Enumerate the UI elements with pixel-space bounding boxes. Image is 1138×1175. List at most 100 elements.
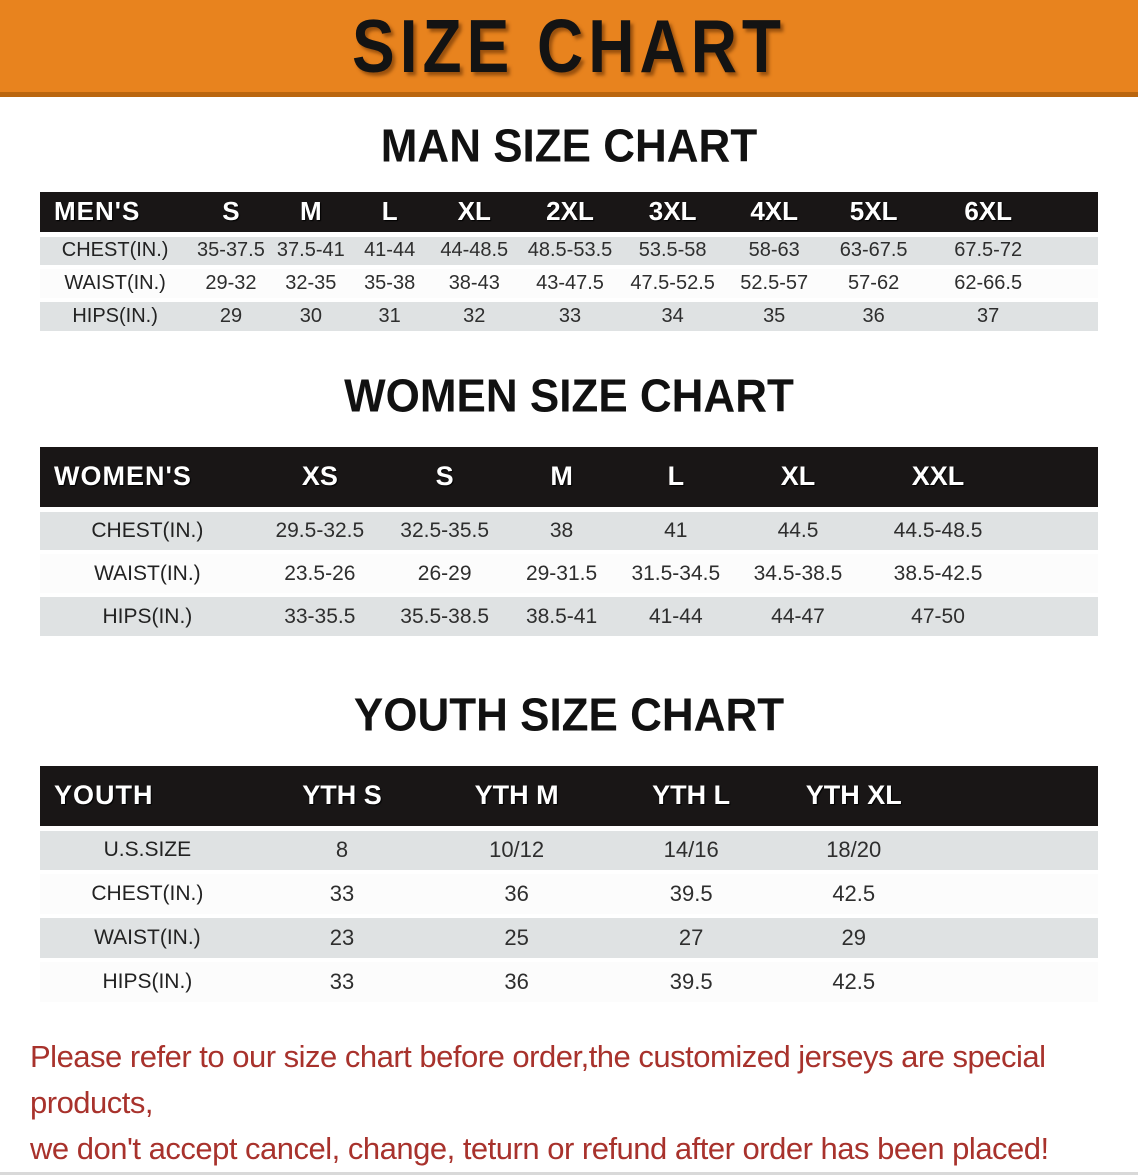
- size-value: 33-35.5: [254, 595, 385, 640]
- size-value: 23: [254, 916, 430, 962]
- size-value: 33: [254, 960, 430, 1006]
- youth-table-label: YOUTH: [40, 766, 255, 831]
- mens-table-label: MEN'S: [40, 192, 191, 237]
- size-value: 23.5-26: [254, 552, 385, 597]
- row-label: WAIST(IN.): [40, 552, 255, 597]
- size-value: 29: [778, 916, 1098, 962]
- chest-row: CHEST(IN.) 35-37.5 37.5-41 41-44 44-48.5…: [40, 234, 1098, 269]
- size-value: 41-44: [618, 595, 733, 640]
- size-col-header: M: [504, 447, 619, 512]
- size-col-header: YTH S: [254, 766, 430, 831]
- size-col-header: 6XL: [923, 192, 1098, 237]
- womens-table-label: WOMEN'S: [40, 447, 255, 512]
- size-value: 47.5-52.5: [620, 267, 725, 302]
- size-col-header: M: [271, 192, 350, 237]
- size-value: 32-35: [271, 267, 350, 302]
- size-value: 41: [618, 509, 733, 554]
- us-size-row: U.S.SIZE 8 10/12 14/16 18/20: [40, 828, 1098, 874]
- size-value: 35: [724, 300, 824, 335]
- size-value: 31.5-34.5: [618, 552, 733, 597]
- size-col-header: S: [190, 192, 272, 237]
- size-value: 44-47: [732, 595, 864, 640]
- size-value: 37: [923, 300, 1098, 335]
- size-value: 62-66.5: [923, 267, 1098, 302]
- waist-row: WAIST(IN.) 23 25 27 29: [40, 916, 1098, 962]
- size-value: 44.5-48.5: [863, 509, 1098, 554]
- mens-header-row: MEN'S S M L XL 2XL 3XL 4XL 5XL 6XL: [40, 192, 1098, 237]
- footer-note: Please refer to our size chart before or…: [0, 1034, 1138, 1172]
- size-chart-content: MAN SIZE CHART MEN'S S M L XL 2XL 3XL 4X…: [0, 123, 1138, 1006]
- waist-row: WAIST(IN.) 29-32 32-35 35-38 38-43 43-47…: [40, 267, 1098, 302]
- row-label: HIPS(IN.): [40, 300, 191, 335]
- waist-row: WAIST(IN.) 23.5-26 26-29 29-31.5 31.5-34…: [40, 552, 1098, 597]
- size-value: 44-48.5: [429, 234, 520, 269]
- row-label: WAIST(IN.): [40, 267, 191, 302]
- size-value: 47-50: [863, 595, 1098, 640]
- footer-note-line-1: Please refer to our size chart before or…: [30, 1039, 1046, 1120]
- chest-row: CHEST(IN.) 29.5-32.5 32.5-35.5 38 41 44.…: [40, 509, 1098, 554]
- row-label: U.S.SIZE: [40, 828, 255, 874]
- size-value: 36: [429, 960, 604, 1006]
- size-value: 33: [519, 300, 621, 335]
- size-col-header: 3XL: [620, 192, 725, 237]
- size-value: 57-62: [823, 267, 924, 302]
- size-value: 35-38: [349, 267, 430, 302]
- size-value: 38: [504, 509, 619, 554]
- size-value: 33: [254, 872, 430, 918]
- size-col-header: L: [618, 447, 733, 512]
- youth-size-chart-heading: YOUTH SIZE CHART: [353, 689, 785, 742]
- size-col-header: S: [384, 447, 505, 512]
- size-value: 38.5-41: [504, 595, 619, 640]
- womens-size-table: WOMEN'S XS S M L XL XXL CHEST(IN.) 29.5-…: [40, 447, 1098, 640]
- size-value: 52.5-57: [724, 267, 824, 302]
- size-value: 42.5: [778, 960, 1098, 1006]
- size-value: 63-67.5: [823, 234, 924, 269]
- chest-row: CHEST(IN.) 33 36 39.5 42.5: [40, 872, 1098, 918]
- size-col-header: YTH L: [603, 766, 779, 831]
- size-value: 29-32: [190, 267, 272, 302]
- row-label: HIPS(IN.): [40, 960, 255, 1006]
- row-label: HIPS(IN.): [40, 595, 255, 640]
- row-label: CHEST(IN.): [40, 509, 255, 554]
- size-col-header: 5XL: [823, 192, 924, 237]
- size-value: 38.5-42.5: [863, 552, 1098, 597]
- size-value: 67.5-72: [923, 234, 1098, 269]
- womens-header-row: WOMEN'S XS S M L XL XXL: [40, 447, 1098, 512]
- size-value: 34: [620, 300, 725, 335]
- size-value: 30: [271, 300, 350, 335]
- size-col-header: 4XL: [724, 192, 824, 237]
- size-value: 31: [349, 300, 430, 335]
- row-label: CHEST(IN.): [40, 234, 191, 269]
- banner-title: SIZE CHART: [352, 3, 786, 89]
- size-value: 8: [254, 828, 430, 874]
- size-value: 32.5-35.5: [384, 509, 505, 554]
- size-value: 58-63: [724, 234, 824, 269]
- size-col-header: YTH M: [429, 766, 604, 831]
- size-col-header: YTH XL: [778, 766, 1098, 831]
- size-value: 53.5-58: [620, 234, 725, 269]
- size-value: 29: [190, 300, 272, 335]
- hips-row: HIPS(IN.) 33-35.5 35.5-38.5 38.5-41 41-4…: [40, 595, 1098, 640]
- women-size-chart-heading: WOMEN SIZE CHART: [344, 370, 794, 423]
- size-value: 26-29: [384, 552, 505, 597]
- size-value: 35-37.5: [190, 234, 272, 269]
- size-value: 29.5-32.5: [254, 509, 385, 554]
- row-label: WAIST(IN.): [40, 916, 255, 962]
- size-value: 27: [603, 916, 779, 962]
- size-value: 36: [429, 872, 604, 918]
- size-value: 36: [823, 300, 924, 335]
- mens-size-table: MEN'S S M L XL 2XL 3XL 4XL 5XL 6XL CHEST…: [40, 192, 1098, 335]
- size-value: 32: [429, 300, 520, 335]
- size-value: 39.5: [603, 960, 779, 1006]
- size-col-header: XS: [254, 447, 385, 512]
- hips-row: HIPS(IN.) 29 30 31 32 33 34 35 36 37: [40, 300, 1098, 335]
- size-value: 34.5-38.5: [732, 552, 864, 597]
- size-value: 35.5-38.5: [384, 595, 505, 640]
- size-value: 38-43: [429, 267, 520, 302]
- size-value: 39.5: [603, 872, 779, 918]
- youth-header-row: YOUTH YTH S YTH M YTH L YTH XL: [40, 766, 1098, 831]
- footer-note-line-2: we don't accept cancel, change, teturn o…: [30, 1131, 1049, 1166]
- size-value: 42.5: [778, 872, 1098, 918]
- size-col-header: XXL: [863, 447, 1098, 512]
- size-value: 10/12: [429, 828, 604, 874]
